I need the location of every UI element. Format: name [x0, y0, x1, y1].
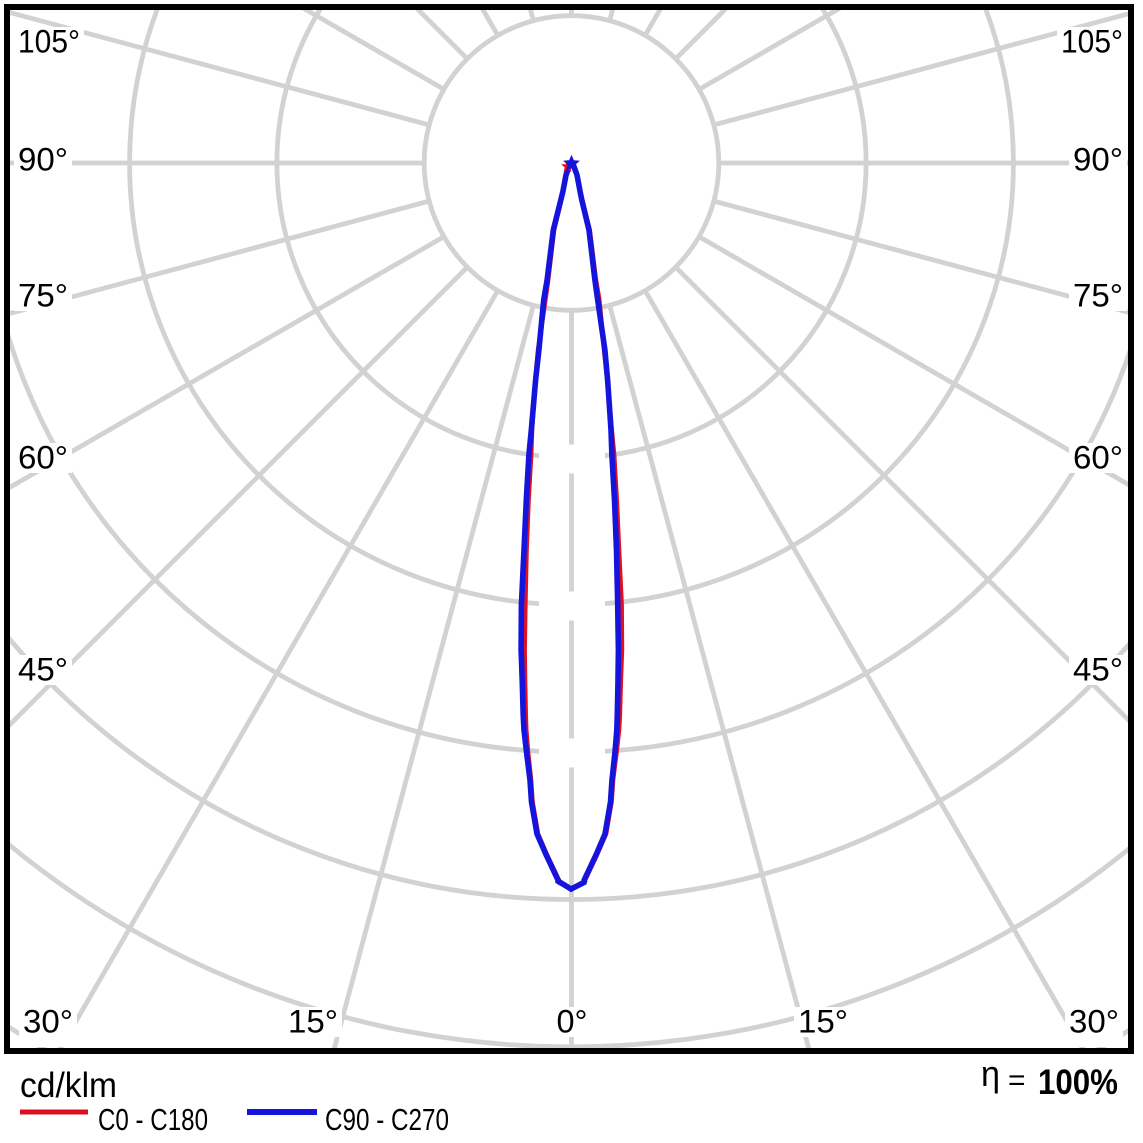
svg-text:30°: 30° [1069, 1004, 1119, 1040]
svg-text:cd/klm: cd/klm [20, 1066, 117, 1105]
svg-text:60°: 60° [1073, 440, 1123, 476]
svg-text:105°: 105° [1061, 24, 1123, 60]
svg-text:C90 - C270: C90 - C270 [325, 1102, 449, 1137]
svg-text:45°: 45° [18, 652, 68, 688]
svg-text:15°: 15° [798, 1004, 848, 1040]
svg-text:105°: 105° [18, 24, 80, 60]
svg-text:η: η [981, 1053, 1000, 1094]
svg-text:0°: 0° [557, 1004, 588, 1040]
svg-text:75°: 75° [1073, 278, 1123, 314]
svg-text:C0 - C180: C0 - C180 [98, 1102, 208, 1137]
svg-text:60°: 60° [18, 440, 68, 476]
svg-text:=: = [1008, 1064, 1026, 1097]
svg-text:75°: 75° [18, 278, 68, 314]
svg-text:15°: 15° [288, 1004, 338, 1040]
svg-text:90°: 90° [1073, 142, 1123, 178]
svg-text:45°: 45° [1073, 652, 1123, 688]
svg-text:90°: 90° [18, 142, 68, 178]
svg-text:30°: 30° [23, 1004, 73, 1040]
svg-text:100%: 100% [1038, 1063, 1118, 1102]
